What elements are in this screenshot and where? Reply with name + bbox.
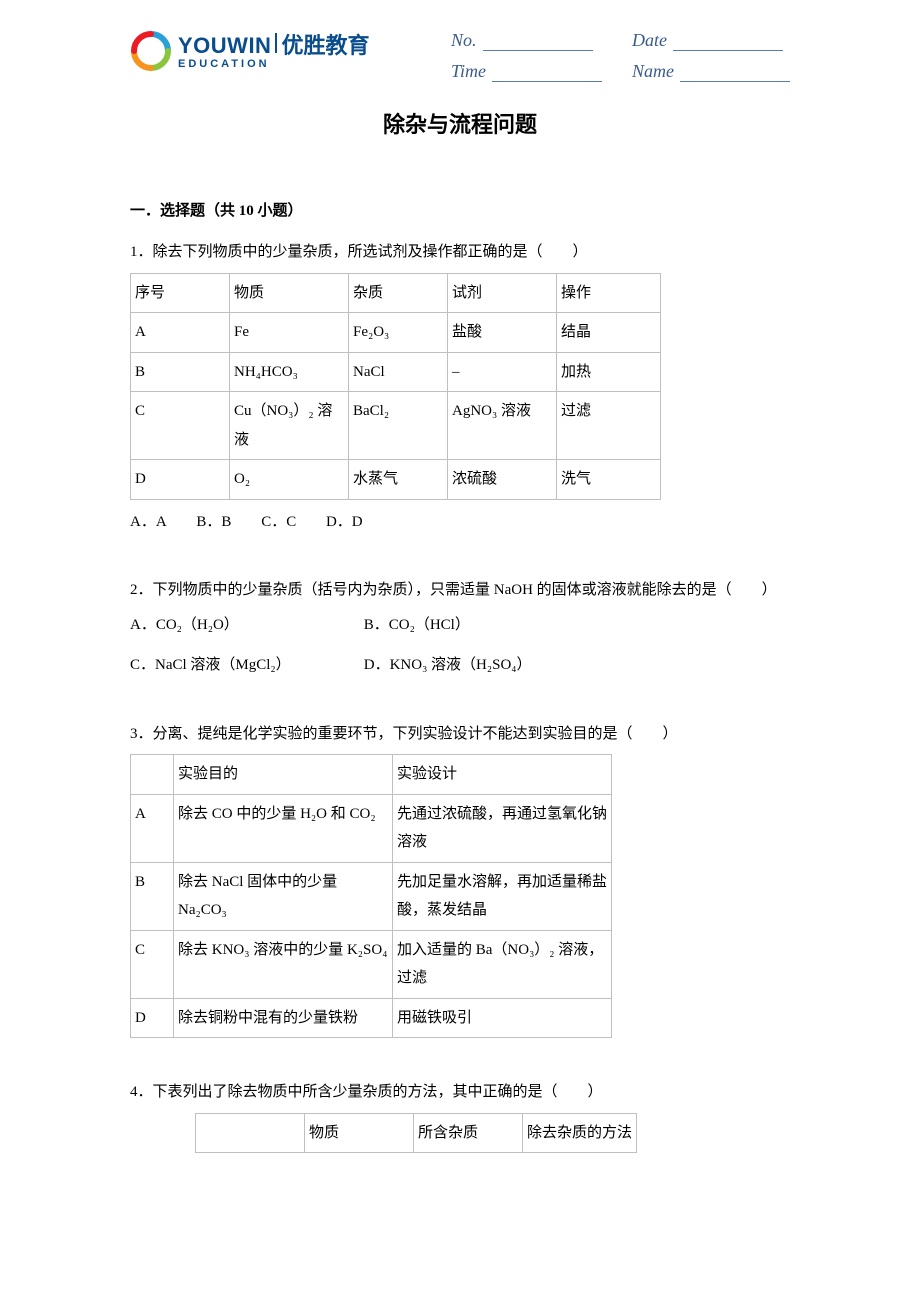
q1-stem: 1．除去下列物质中的少量杂质，所选试剂及操作都正确的是（ ） — [130, 238, 790, 267]
q2-opt-a[interactable]: A．CO₂（H₂O） — [130, 611, 360, 640]
question-3: 3．分离、提纯是化学实验的重要环节，下列实验设计不能达到实验目的是（ ） 实验目… — [130, 720, 790, 1039]
field-date-line[interactable] — [673, 34, 783, 51]
field-time: Time — [451, 61, 602, 82]
field-time-line[interactable] — [492, 65, 602, 82]
field-name-f: Name — [632, 61, 790, 82]
table-row: 实验目的 实验设计 — [131, 755, 612, 795]
logo: YOUWIN 优胜教育 EDUCATION — [130, 30, 369, 72]
q4-table: 物质 所含杂质 除去杂质的方法 — [195, 1113, 637, 1154]
table-row: A Fe Fe₂O₃ 盐酸 结晶 — [131, 313, 661, 353]
q1-opt-c[interactable]: C．C — [261, 514, 296, 530]
q1-opt-d[interactable]: D．D — [326, 514, 363, 530]
q2-opt-b[interactable]: B．CO₂（HCl） — [364, 617, 470, 633]
q1-h2: 杂质 — [349, 273, 448, 313]
q3-table: 实验目的 实验设计 A 除去 CO 中的少量 H₂O 和 CO₂ 先通过浓硫酸，… — [130, 754, 612, 1038]
logo-cn: 优胜教育 — [281, 35, 369, 57]
table-row: B 除去 NaCl 固体中的少量 Na₂CO₃ 先加足量水溶解，再加适量稀盐酸，… — [131, 862, 612, 930]
field-date-label: Date — [632, 30, 667, 51]
header-fields: No. Date Time Name — [451, 30, 790, 82]
table-row: 序号 物质 杂质 试剂 操作 — [131, 273, 661, 313]
question-4: 4．下表列出了除去物质中所含少量杂质的方法，其中正确的是（ ） 物质 所含杂质 … — [130, 1078, 790, 1153]
field-no-line[interactable] — [483, 34, 593, 51]
table-row: C 除去 KNO₃ 溶液中的少量 K₂SO₄ 加入适量的 Ba（NO₃）₂ 溶液… — [131, 930, 612, 998]
q2-options: A．CO₂（H₂O） B．CO₂（HCl） C．NaCl 溶液（MgCl₂） D… — [130, 611, 790, 680]
q2-opt-c[interactable]: C．NaCl 溶液（MgCl₂） — [130, 651, 360, 680]
page-title: 除杂与流程问题 — [130, 107, 790, 139]
q2-stem: 2．下列物质中的少量杂质（括号内为杂质），只需适量 NaOH 的固体或溶液就能除… — [130, 576, 790, 605]
section-heading: 一．选择题（共 10 小题） — [130, 199, 790, 220]
question-2: 2．下列物质中的少量杂质（括号内为杂质），只需适量 NaOH 的固体或溶液就能除… — [130, 576, 790, 680]
q1-h3: 试剂 — [448, 273, 557, 313]
logo-swirl-icon — [130, 30, 172, 72]
q1-opt-b[interactable]: B．B — [196, 514, 231, 530]
logo-sub: EDUCATION — [178, 59, 369, 70]
field-name-line[interactable] — [680, 65, 790, 82]
q1-table: 序号 物质 杂质 试剂 操作 A Fe Fe₂O₃ 盐酸 结晶 B NH₄HCO… — [130, 273, 661, 500]
q2-opt-d[interactable]: D．KNO₃ 溶液（H₂SO₄） — [364, 657, 532, 673]
page-header: YOUWIN 优胜教育 EDUCATION No. Date Time N — [130, 30, 790, 82]
table-row: A 除去 CO 中的少量 H₂O 和 CO₂ 先通过浓硫酸，再通过氢氧化钠溶液 — [131, 794, 612, 862]
q1-options: A．A B．B C．C D．D — [130, 508, 790, 537]
q1-c-col2: Cu（NO₃）₂ 溶液 — [230, 392, 349, 460]
q3-stem: 3．分离、提纯是化学实验的重要环节，下列实验设计不能达到实验目的是（ ） — [130, 720, 790, 749]
q1-h0: 序号 — [131, 273, 230, 313]
logo-youwin: YOUWIN — [178, 35, 271, 57]
q1-h1: 物质 — [230, 273, 349, 313]
field-date: Date — [632, 30, 790, 51]
logo-divider — [275, 33, 277, 53]
table-row: C Cu（NO₃）₂ 溶液 BaCl₂ AgNO₃ 溶液 过滤 — [131, 392, 661, 460]
table-row: 物质 所含杂质 除去杂质的方法 — [196, 1113, 637, 1153]
field-name-label: Name — [632, 61, 674, 82]
q4-stem: 4．下表列出了除去物质中所含少量杂质的方法，其中正确的是（ ） — [130, 1078, 790, 1107]
question-1: 1．除去下列物质中的少量杂质，所选试剂及操作都正确的是（ ） 序号 物质 杂质 … — [130, 238, 790, 536]
table-row: B NH₄HCO₃ NaCl – 加热 — [131, 352, 661, 392]
field-no-label: No. — [451, 30, 477, 51]
field-no: No. — [451, 30, 602, 51]
logo-text: YOUWIN 优胜教育 EDUCATION — [178, 33, 369, 70]
q1-h4: 操作 — [557, 273, 661, 313]
field-time-label: Time — [451, 61, 486, 82]
q1-opt-a[interactable]: A．A — [130, 514, 167, 530]
table-row: D 除去铜粉中混有的少量铁粉 用磁铁吸引 — [131, 998, 612, 1038]
table-row: D O₂ 水蒸气 浓硫酸 洗气 — [131, 460, 661, 500]
